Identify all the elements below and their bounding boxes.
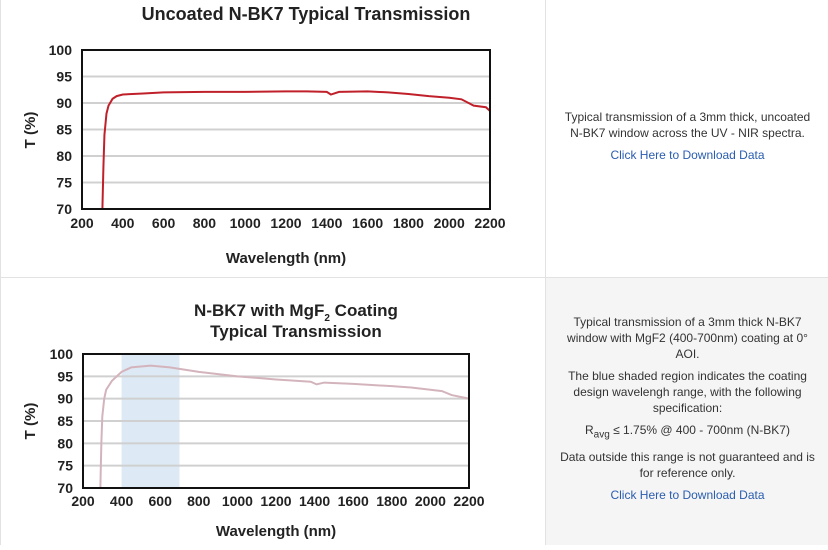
x-tick-label: 200	[71, 493, 95, 509]
description: Typical transmission of a 3mm thick, unc…	[564, 109, 811, 140]
description: The blue shaded region indicates the coa…	[568, 368, 807, 415]
note: Data outside this range is not guarantee…	[560, 450, 815, 481]
x-tick-label: 600	[149, 493, 173, 509]
x-tick-label: 2000	[434, 215, 465, 231]
y-tick-label: 85	[57, 413, 73, 429]
x-tick-label: 1800	[393, 215, 424, 231]
x-tick-label: 800	[187, 493, 211, 509]
x-tick-label: 1600	[352, 215, 383, 231]
info-panel-mgf2: Typical transmission of a 3mm thick N-BK…	[545, 278, 828, 545]
description: Typical transmission of a 3mm thick N-BK…	[567, 314, 808, 361]
y-tick-label: 100	[49, 42, 73, 58]
y-tick-label: 95	[57, 368, 73, 384]
title-rest: Coating	[330, 301, 398, 320]
title-subscript: 2	[324, 313, 330, 324]
x-tick-label: 1000	[222, 493, 253, 509]
x-tick-label: 200	[70, 215, 94, 231]
y-tick-label: 100	[50, 346, 74, 362]
download-data-link[interactable]: Click Here to Download Data	[610, 488, 765, 503]
x-tick-label: 1200	[260, 493, 291, 509]
transmission-line	[99, 364, 470, 489]
y-tick-label: 95	[56, 69, 72, 85]
x-axis-label: Wavelength (nm)	[216, 523, 336, 540]
chart-title: Uncoated N-BK7 Typical Transmission	[142, 4, 471, 24]
x-tick-label: 600	[152, 215, 176, 231]
x-tick-label: 2200	[453, 493, 484, 509]
y-axis-label: T (%)	[22, 112, 39, 149]
chart-title: N-BK7 with MgF2 Coating	[194, 301, 398, 324]
y-tick-label: 85	[56, 122, 72, 138]
spec-r: R	[585, 422, 594, 437]
chart-title-line2: Typical Transmission	[210, 322, 382, 341]
y-tick-label: 90	[56, 95, 72, 111]
x-tick-label: 1000	[230, 215, 261, 231]
y-tick-label: 75	[57, 458, 73, 474]
y-tick-label: 90	[57, 391, 73, 407]
chart-panel-mgf2: 70 75 80 85 90 95 100 200 400 600 800 1000 1200 1400 1…	[0, 278, 546, 545]
plot-frame	[81, 49, 491, 210]
x-tick-label: 400	[111, 215, 135, 231]
y-tick-label: 80	[56, 148, 72, 164]
spec-rest: ≤ 1.75% @ 400 - 700nm (N-BK7)	[609, 422, 790, 437]
download-data-link[interactable]: Click Here to Download Data	[610, 147, 765, 162]
plot-frame	[82, 353, 470, 489]
x-tick-label: 2200	[474, 215, 505, 231]
x-tick-label: 400	[110, 493, 134, 509]
chart-mgf2: 70 75 80 85 90 95 100 200 400 600 800 1000 1200 1400 1…	[22, 301, 485, 540]
x-tick-label: 800	[193, 215, 217, 231]
y-tick-label: 75	[56, 175, 72, 191]
y-axis-label: T (%)	[22, 403, 39, 440]
y-tick-label: 70	[56, 201, 72, 217]
transmission-line	[101, 90, 491, 210]
x-axis-label: Wavelength (nm)	[226, 250, 346, 267]
x-tick-label: 2000	[415, 493, 446, 509]
chart-uncoated: 70 75 80 85 90 95 100 200 400 600 800 1000 1200 1400 1…	[22, 4, 506, 267]
x-tick-label: 1800	[376, 493, 407, 509]
info-panel-uncoated: Typical transmission of a 3mm thick, unc…	[545, 0, 828, 277]
x-tick-label: 1600	[338, 493, 369, 509]
chart-panel-uncoated: 70 75 80 85 90 95 100 200 400 600 800 1000 1200 1400 1…	[0, 0, 546, 277]
spec: Ravg ≤ 1.75% @ 400 - 700nm (N-BK7)	[585, 422, 790, 443]
y-tick-label: 70	[57, 480, 73, 496]
x-tick-label: 1400	[299, 493, 330, 509]
x-tick-label: 1200	[270, 215, 301, 231]
title-text: N-BK7 with MgF	[194, 301, 324, 320]
title-text: Uncoated N-BK7 Typical Transmission	[142, 4, 471, 24]
x-tick-label: 1400	[311, 215, 342, 231]
spec-sub: avg	[593, 429, 610, 441]
y-tick-label: 80	[57, 435, 73, 451]
